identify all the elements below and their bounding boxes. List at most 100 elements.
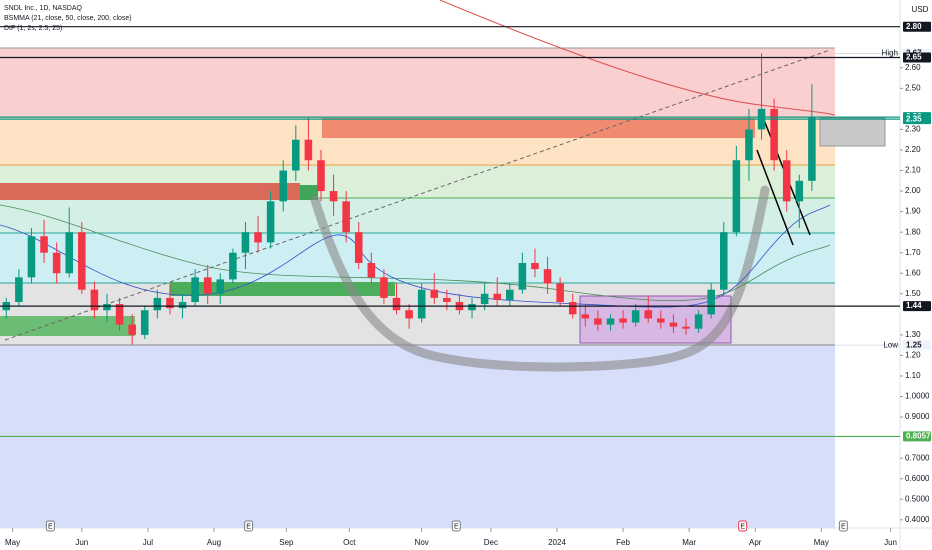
event-marker	[451, 520, 461, 532]
candle-body	[166, 297, 174, 309]
candle-body	[531, 262, 539, 270]
x-tick-label: May	[5, 538, 20, 547]
y-tick-label: 2.00	[905, 186, 921, 195]
candle-body	[266, 201, 275, 243]
candle-body	[543, 269, 552, 284]
event-label: E	[454, 523, 459, 530]
y-tick-label: 2.60	[905, 63, 921, 72]
candle-body	[606, 318, 615, 325]
x-tick-label: Mar	[682, 538, 696, 547]
y-tick-label: 0.7000	[905, 453, 930, 462]
x-tick-label: Nov	[415, 538, 429, 547]
candle-body	[556, 283, 564, 303]
candle-body	[518, 262, 527, 290]
candle-body	[770, 108, 778, 161]
price-label-box	[903, 431, 931, 442]
candle-body	[367, 262, 376, 278]
candle-body	[619, 318, 627, 323]
price-label: 2.65	[906, 53, 922, 62]
x-tick-label: Apr	[749, 538, 762, 547]
candle-body	[682, 326, 690, 329]
candle-body	[354, 232, 363, 263]
y-tick-label: 1.60	[905, 268, 921, 277]
event-label: E	[740, 523, 745, 530]
candle-body	[694, 314, 703, 329]
price-label-box	[903, 301, 931, 312]
candle-body	[506, 289, 514, 300]
candle-body	[631, 310, 640, 323]
x-tick-label: Sep	[279, 538, 294, 547]
candle-body	[317, 160, 325, 192]
x-tick-label: Aug	[207, 538, 221, 547]
candle-body	[392, 297, 401, 311]
x-tick-label: Jun	[75, 538, 88, 547]
candle-body	[115, 304, 124, 325]
event-marker	[244, 520, 254, 532]
candle-body	[241, 232, 250, 253]
y-tick-label: 2.10	[905, 166, 921, 175]
price-label: 2.35	[906, 114, 922, 123]
candle-body	[140, 310, 149, 335]
candle-body	[594, 318, 602, 325]
x-tick-label: Oct	[343, 538, 356, 547]
indicator-label: BSMMA (21, close, 50, close, 200, close)	[4, 15, 132, 22]
y-tick-label: 0.4000	[905, 515, 930, 524]
candle-body	[493, 293, 501, 300]
candle-body	[216, 279, 225, 294]
candle-body	[178, 302, 187, 309]
candle-body	[657, 318, 665, 323]
candle-body	[27, 236, 36, 278]
candle-body	[65, 232, 74, 274]
candle-body	[342, 201, 350, 233]
candle-body	[745, 129, 753, 161]
candle-body	[669, 322, 678, 327]
price-label: 0.8057	[906, 432, 931, 441]
candle-body	[468, 304, 476, 311]
price-label-box	[903, 21, 931, 32]
candle-body	[304, 139, 313, 161]
y-tick-label: 1.70	[905, 248, 921, 257]
x-tick-label: Dec	[484, 538, 498, 547]
candle-body	[782, 160, 791, 202]
event-marker	[838, 520, 848, 532]
candle-body	[329, 191, 338, 202]
candle-body	[128, 324, 136, 335]
y-tick-label: 1.30	[905, 330, 921, 339]
candle-body	[15, 277, 23, 303]
y-tick-label: 0.6000	[905, 474, 930, 483]
candle-body	[443, 297, 451, 303]
candle-body	[40, 236, 48, 253]
chart-title: SNDL Inc., 1D, NASDAQ	[4, 5, 82, 12]
candle-body	[581, 314, 590, 319]
y-tick-label: 1.80	[905, 227, 921, 236]
y-tick-label: 1.0000	[905, 392, 930, 401]
y-tick-label: 1.10	[905, 371, 921, 380]
candle-body	[380, 277, 388, 298]
candle-body	[808, 117, 816, 181]
candle-body	[644, 310, 653, 319]
y-tick-label: 0.5000	[905, 494, 930, 503]
candle-body	[103, 304, 111, 311]
candle-body	[292, 139, 300, 171]
indicator-label: DIF (1, 2s, 2.5, 25)	[4, 25, 62, 32]
candle-body	[732, 160, 741, 233]
event-label: E	[246, 523, 251, 530]
candle-body	[405, 310, 413, 319]
x-tick-label: Feb	[616, 538, 630, 547]
candle-body	[417, 289, 426, 319]
y-tick-label: 1.20	[905, 351, 921, 360]
candle-body	[78, 232, 86, 290]
y-tick-label: 1.90	[905, 207, 921, 216]
price-label-box	[903, 114, 931, 125]
candle-body	[229, 252, 237, 280]
price-label: 2.80	[906, 22, 922, 31]
x-tick-label: Jul	[143, 538, 153, 547]
candle-body	[279, 170, 287, 202]
event-label: E	[841, 523, 846, 530]
event-marker	[738, 520, 748, 532]
event-marker	[45, 520, 55, 532]
price-label: 1.25	[906, 340, 922, 349]
price-tag: High	[882, 49, 898, 58]
price-tag: Low	[883, 340, 898, 349]
